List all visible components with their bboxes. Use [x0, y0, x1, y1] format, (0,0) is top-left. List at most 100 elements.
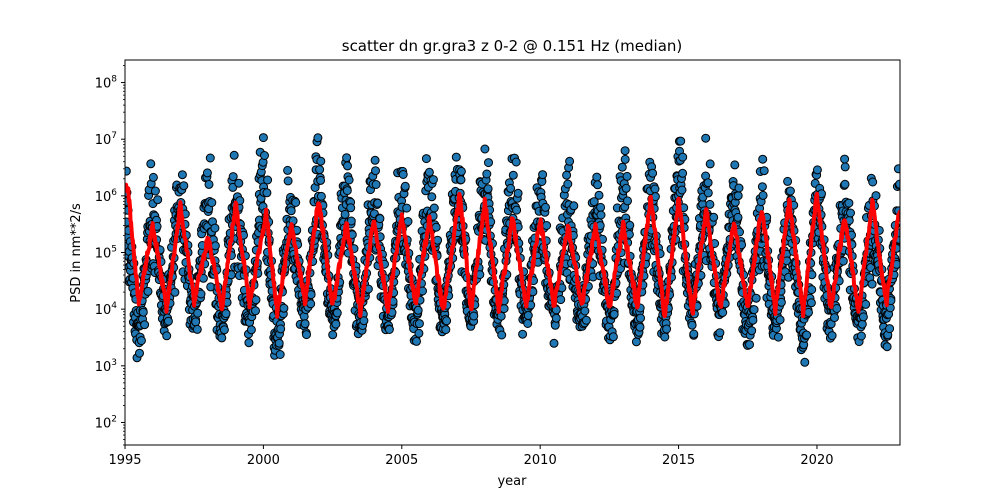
scatter-point	[316, 191, 326, 201]
scatter-point	[163, 316, 173, 326]
scatter-point	[757, 182, 767, 192]
scatter-point	[773, 332, 783, 342]
scatter-point	[483, 184, 493, 194]
scatter-point	[424, 167, 434, 177]
scatter-point	[512, 205, 522, 215]
scatter-point	[456, 166, 466, 176]
scatter-point	[846, 208, 855, 218]
scatter-point	[229, 150, 239, 160]
scatter-point	[563, 179, 573, 189]
scatter-point	[751, 293, 761, 303]
scatter-point	[275, 350, 285, 359]
scatter-point	[135, 348, 144, 358]
scatter-point	[193, 308, 203, 318]
scatter-point	[428, 175, 438, 185]
scatter-point	[565, 156, 575, 166]
scatter-point	[228, 182, 238, 192]
scatter-point	[202, 168, 212, 178]
scatter-point	[441, 325, 451, 335]
scatter-point	[276, 324, 286, 334]
scatter-point	[429, 203, 439, 213]
scatter-point	[594, 190, 604, 200]
scatter-point	[328, 330, 338, 340]
scatter-point	[861, 299, 871, 309]
scatter-point	[580, 306, 590, 316]
scatter-point	[414, 319, 424, 329]
scatter-point	[234, 178, 244, 188]
scatter-point	[701, 133, 711, 143]
scatter-point	[451, 152, 461, 162]
scatter-point	[283, 176, 293, 186]
x-tick-label: 2010	[524, 453, 557, 468]
scatter-point	[279, 303, 289, 313]
scatter-point	[676, 136, 686, 146]
scatter-point	[660, 332, 670, 342]
scatter-point	[775, 315, 785, 325]
scatter-point	[677, 185, 687, 195]
scatter-point	[251, 295, 261, 305]
scatter-point	[715, 328, 725, 338]
scatter-point	[306, 299, 316, 309]
scatter-point	[593, 180, 603, 190]
scatter-point	[370, 155, 380, 165]
scatter-point	[359, 316, 369, 326]
scatter-point	[636, 313, 645, 323]
scatter-point	[523, 311, 533, 320]
scatter-point	[867, 279, 877, 289]
x-tick-label: 1995	[108, 453, 141, 468]
scatter-point	[508, 170, 518, 180]
scatter-point	[140, 320, 150, 330]
scatter-point	[733, 191, 743, 201]
scatter-point	[177, 170, 187, 180]
scatter-point	[747, 326, 757, 336]
scatter-point	[511, 157, 521, 167]
scatter-point	[806, 298, 816, 308]
scatter-point	[840, 154, 850, 164]
scatter-point	[497, 330, 507, 340]
scatter-point	[758, 154, 768, 164]
scatter-point	[346, 203, 356, 213]
x-tick-label: 2000	[247, 453, 280, 468]
scatter-point	[608, 332, 618, 342]
scatter-point	[745, 340, 754, 350]
scatter-point	[844, 198, 854, 208]
scatter-point	[400, 181, 410, 191]
scatter-point	[384, 325, 394, 334]
scatter-point	[733, 212, 743, 222]
scatter-point	[340, 209, 350, 219]
scatter-point	[484, 158, 493, 168]
scatter-point	[210, 223, 220, 233]
scatter-point	[759, 166, 769, 176]
scatter-point	[480, 144, 490, 154]
scatter-point	[148, 172, 158, 182]
scatter-point	[398, 170, 408, 179]
scatter-point	[709, 212, 719, 222]
scatter-point	[219, 325, 229, 335]
scatter-point	[830, 313, 839, 323]
scatter-point	[316, 175, 326, 185]
scatter-point	[703, 188, 713, 198]
scatter-point	[125, 166, 131, 176]
scatter-point	[882, 342, 892, 352]
scatter-point	[258, 133, 268, 143]
scatter-point	[838, 256, 848, 266]
scatter-point	[523, 319, 533, 328]
scatter-point	[678, 152, 688, 162]
scatter-point	[802, 330, 812, 340]
x-tick-label: 2005	[385, 453, 418, 468]
scatter-point	[217, 333, 227, 343]
scatter-point	[263, 175, 273, 185]
scatter-point	[138, 307, 148, 317]
scatter-point	[648, 168, 658, 178]
scatter-point	[678, 168, 688, 178]
scatter-point	[283, 165, 293, 175]
scatter-point	[286, 206, 296, 216]
scatter-point	[421, 154, 431, 164]
scatter-point	[442, 316, 452, 326]
scatter-point	[518, 329, 528, 339]
scatter-point	[482, 169, 492, 179]
scatter-point	[414, 328, 424, 338]
scatter-point	[433, 235, 443, 245]
x-tick-label: 2015	[662, 453, 695, 468]
